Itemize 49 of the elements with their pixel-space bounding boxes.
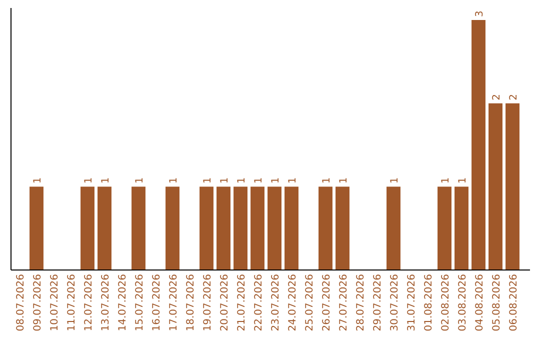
x-tick-label: 27.07.2026	[338, 274, 350, 332]
x-tick-label: 20.07.2026	[220, 274, 230, 332]
data-label: 2	[492, 94, 502, 100]
x-tick-label: 29.07.2026	[372, 274, 384, 332]
x-tick-label: 21.07.2026	[236, 274, 248, 332]
data-label: 1	[254, 177, 264, 184]
x-tick-label: 17.07.2026	[168, 274, 180, 332]
x-tick-label: 16.07.2026	[152, 274, 162, 332]
x-tick-label: 23.07.2026	[270, 274, 282, 332]
data-label: 1	[288, 177, 298, 184]
x-tick-label: 14.07.2026	[118, 274, 128, 332]
x-tick-label: 22.07.2026	[254, 274, 264, 332]
data-label: 1	[220, 177, 230, 184]
x-tick-label: 15.07.2026	[134, 274, 146, 332]
x-tick-label: 12.07.2026	[84, 274, 94, 332]
data-label: 1	[338, 177, 350, 184]
data-label: 1	[458, 177, 468, 184]
x-tick-label: 01.08.2026	[424, 274, 434, 332]
x-tick-label: 06.08.2026	[508, 274, 520, 332]
x-tick-label: 03.08.2026	[458, 274, 468, 332]
data-label: 1	[84, 177, 94, 184]
data-label: 1	[134, 177, 146, 184]
x-tick-label: 28.07.2026	[356, 274, 366, 332]
x-tick-label: 04.08.2026	[474, 274, 486, 332]
data-label: 3	[474, 10, 486, 17]
data-label: 1	[440, 177, 452, 184]
data-label: 1	[270, 177, 282, 184]
x-tick-label: 05.08.2026	[492, 274, 502, 332]
x-tick-label: 08.07.2026	[16, 274, 26, 332]
x-tick-label: 19.07.2026	[202, 274, 214, 332]
data-label: 1	[100, 177, 112, 184]
data-label: 1	[168, 177, 180, 184]
x-tick-label: 25.07.2026	[304, 274, 316, 332]
x-tick-label: 13.07.2026	[100, 274, 112, 332]
data-label: 1	[32, 177, 44, 184]
x-tick-label: 24.07.2026	[288, 274, 298, 332]
x-tick-label: 26.07.2026	[322, 274, 332, 332]
x-tick-label: 18.07.2026	[186, 274, 196, 332]
data-label: 1	[236, 177, 248, 184]
x-tick-label: 10.07.2026	[50, 274, 60, 332]
data-label: 1	[322, 177, 332, 184]
x-tick-label: 09.07.2026	[32, 274, 44, 332]
data-label: 2	[508, 94, 520, 100]
x-tick-label: 11.07.2026	[66, 274, 78, 332]
x-tick-label: 31.07.2026	[406, 274, 418, 332]
x-tick-label: 02.08.2026	[440, 274, 452, 332]
data-label: 1	[202, 177, 214, 184]
data-label: 1	[390, 177, 400, 184]
x-tick-label: 30.07.2026	[390, 274, 400, 332]
